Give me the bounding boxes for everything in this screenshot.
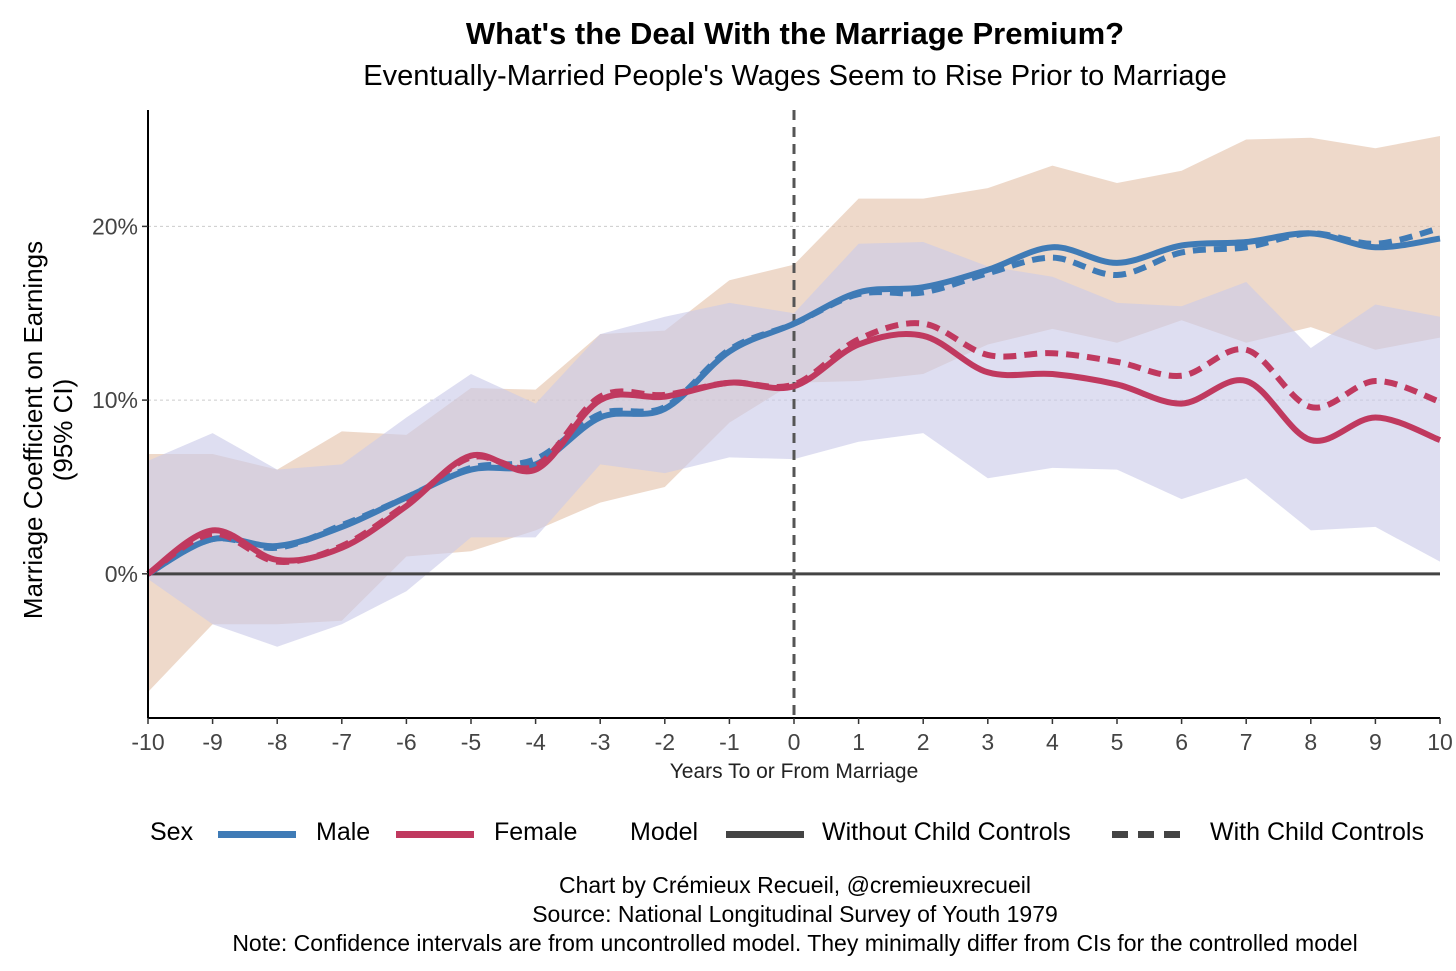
x-tick-label: -4 [525,729,546,755]
caption-source: Source: National Longitudinal Survey of … [532,901,1058,927]
x-tick-label: 8 [1304,729,1317,755]
y-tick-label: 10% [92,387,138,413]
legend-female-label: Female [494,818,578,846]
x-tick-label: 5 [1111,729,1124,755]
x-tick-label: 7 [1240,729,1253,755]
y-tick-label: 20% [92,213,138,239]
x-tick-label: -8 [267,729,287,755]
x-tick-label: 0 [788,729,801,755]
legend-with-swatch [1112,831,1190,838]
x-tick-label: 9 [1369,729,1382,755]
legend-sex-title: Sex [150,818,194,846]
x-tick-label: -9 [202,729,222,755]
chart-title: What's the Deal With the Marriage Premiu… [465,16,1125,51]
x-tick-label: -10 [131,729,164,755]
x-tick-label: -3 [590,729,610,755]
x-tick-label: 10 [1427,729,1453,755]
legend-model-title: Model [630,818,699,846]
legend-female-swatch [396,831,474,838]
x-tick-label: -1 [719,729,739,755]
x-tick-label: 6 [1175,729,1188,755]
legend: Sex Male Female Model Without Child Cont… [0,818,1456,852]
x-tick-label: 1 [852,729,865,755]
legend-male-label: Male [316,818,371,846]
confidence-band [148,242,1440,647]
x-tick-label: -7 [332,729,352,755]
series-line [146,225,1441,577]
x-tick-label: 4 [1046,729,1059,755]
x-tick-label: 2 [917,729,930,755]
y-tick-label: 0% [105,561,138,587]
x-tick-label: 3 [981,729,994,755]
x-tick-label: -5 [461,729,481,755]
x-axis-label: Years To or From Marriage [669,760,919,783]
legend-male-swatch [218,831,296,838]
caption-credit: Chart by Crémieux Recueil, @cremieuxrecu… [558,872,1031,898]
legend-without-swatch [726,831,804,838]
chart-subtitle: Eventually-Married People's Wages Seem t… [363,60,1227,92]
x-tick-label: -6 [396,729,416,755]
legend-without-label: Without Child Controls [822,818,1071,846]
x-tick-label: -2 [655,729,675,755]
legend-with-label: With Child Controls [1210,818,1424,846]
caption-note: Note: Confidence intervals are from unco… [232,930,1358,956]
series-line [146,320,1442,577]
